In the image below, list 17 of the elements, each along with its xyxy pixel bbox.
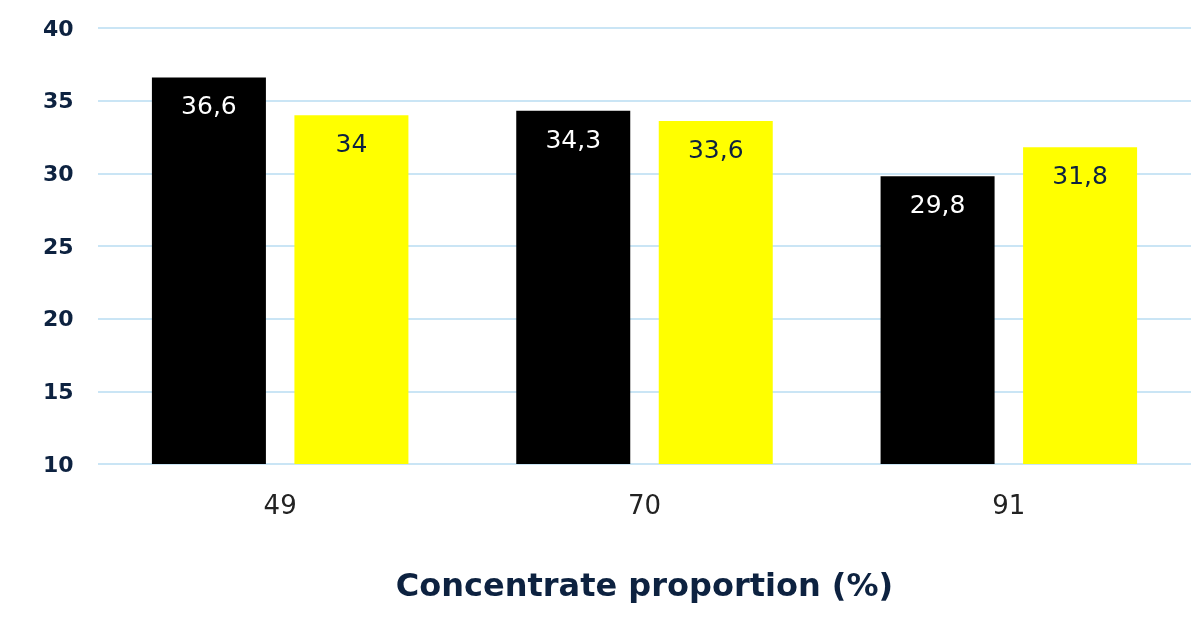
x-tick-label: 91: [992, 490, 1026, 520]
y-tick-label: 15: [43, 378, 74, 404]
data-label: 29,8: [909, 190, 966, 220]
data-label: 34: [335, 129, 368, 159]
data-label: 33,6: [687, 135, 744, 165]
y-tick-label: 35: [43, 88, 74, 114]
y-tick-label: 40: [43, 15, 74, 41]
y-tick-label: 25: [43, 233, 74, 259]
x-tick-label: 49: [263, 490, 297, 520]
x-tick-label: 70: [627, 490, 662, 520]
x-axis-title: Concentrate proportion (%): [395, 566, 894, 604]
y-tick-label: 10: [43, 451, 74, 477]
y-tick-label: 30: [43, 160, 74, 186]
data-label: 36,6: [181, 91, 237, 121]
data-label: 34,3: [545, 124, 602, 154]
data-label: 31,8: [1052, 161, 1108, 191]
y-tick-label: 20: [43, 306, 74, 332]
